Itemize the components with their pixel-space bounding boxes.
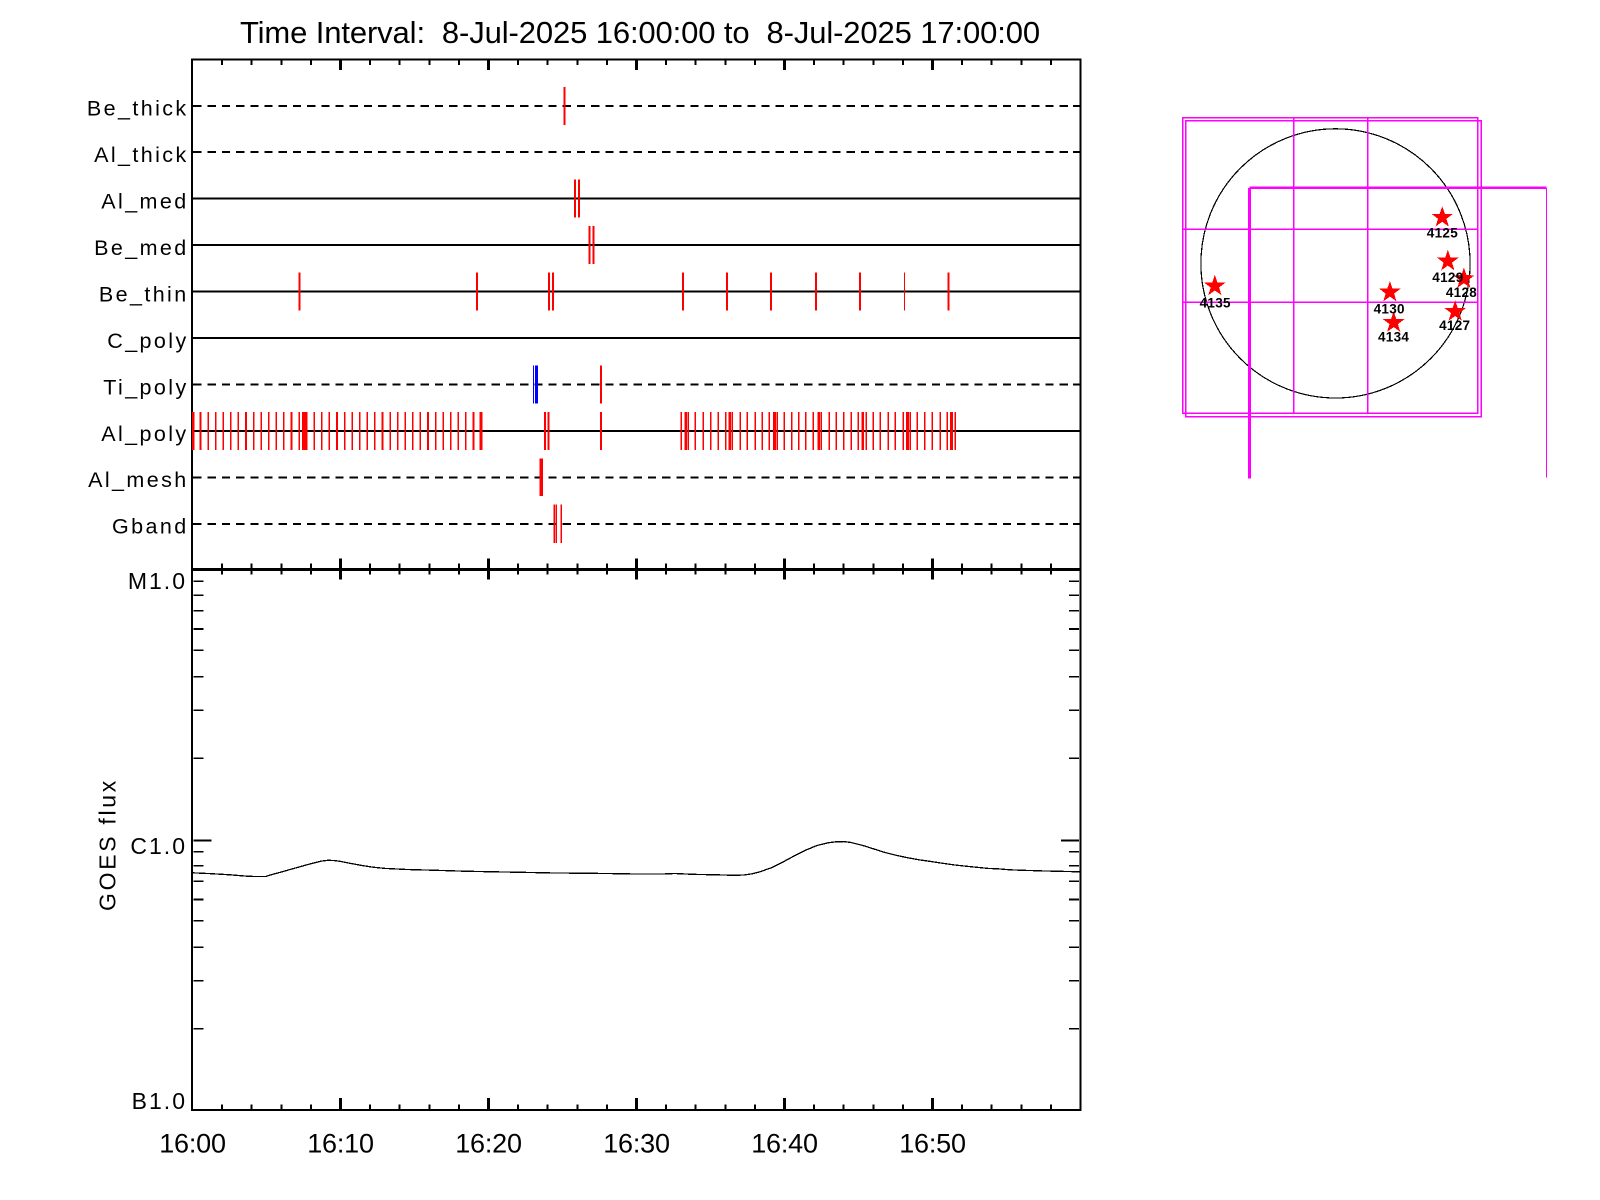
svg-text:Al_med: Al_med [101, 190, 188, 214]
svg-text:4134: 4134 [1378, 329, 1409, 344]
svg-text:16:30: 16:30 [603, 1128, 670, 1158]
svg-text:16:40: 16:40 [751, 1128, 818, 1158]
svg-text:4129: 4129 [1432, 270, 1463, 285]
svg-text:16:50: 16:50 [899, 1128, 966, 1158]
svg-text:4127: 4127 [1439, 318, 1470, 333]
svg-text:Al_thick: Al_thick [94, 143, 188, 167]
svg-text:C1.0: C1.0 [130, 833, 187, 859]
svg-text:Be_med: Be_med [94, 236, 188, 260]
svg-text:Time Interval: 8-Jul-2025 16:: Time Interval: 8-Jul-2025 16:00:00 to 8-… [240, 15, 1040, 50]
svg-text:Al_poly: Al_poly [101, 422, 188, 446]
svg-text:4128: 4128 [1446, 285, 1477, 300]
svg-text:Be_thick: Be_thick [87, 97, 189, 121]
svg-text:16:20: 16:20 [455, 1128, 522, 1158]
svg-text:4125: 4125 [1427, 225, 1458, 240]
svg-text:Ti_poly: Ti_poly [103, 375, 188, 399]
svg-text:GOES flux: GOES flux [95, 778, 121, 911]
svg-text:B1.0: B1.0 [132, 1088, 187, 1114]
svg-text:C_poly: C_poly [107, 329, 188, 353]
svg-text:4130: 4130 [1374, 301, 1405, 316]
svg-text:4135: 4135 [1200, 295, 1231, 310]
svg-text:M1.0: M1.0 [128, 568, 187, 594]
svg-text:Gband: Gband [112, 515, 189, 539]
svg-text:16:10: 16:10 [307, 1128, 374, 1158]
svg-text:16:00: 16:00 [159, 1128, 226, 1158]
svg-text:Al_mesh: Al_mesh [88, 468, 188, 492]
svg-text:Be_thin: Be_thin [99, 282, 189, 306]
